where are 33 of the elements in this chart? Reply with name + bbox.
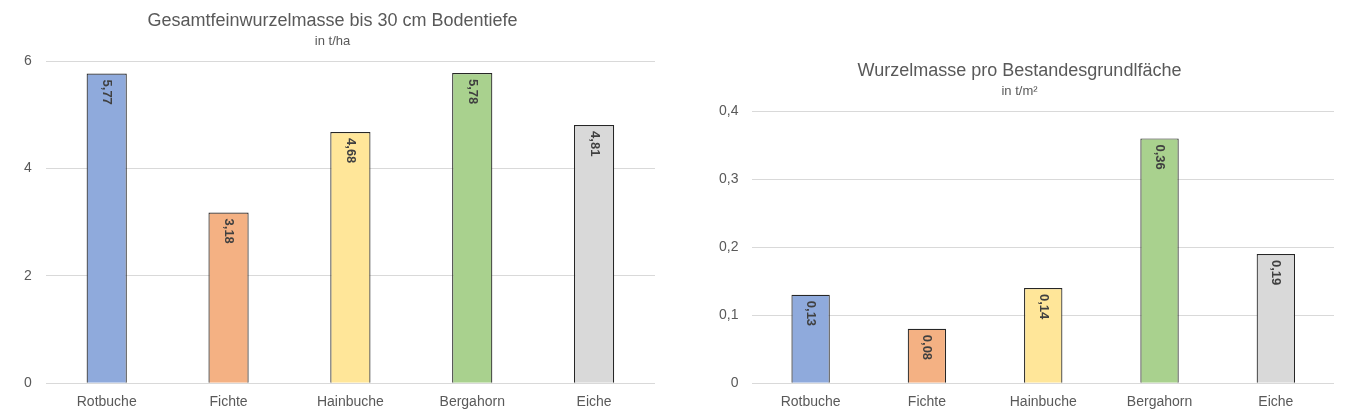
y-tick-label: 4 [23,159,32,176]
x-tick-label: Eiche [576,393,612,410]
x-tick-label: Bergahorn [1126,393,1193,410]
y-tick-label: 0 [23,374,32,391]
x-tick-label: Hainbuche [316,393,385,410]
data-label: 0,19 [1269,260,1285,286]
x-tick-label: Bergahorn [439,393,505,410]
y-tick-label: 0,1 [718,306,739,323]
data-label: 0,36 [1152,144,1168,170]
chart-title: Wurzelmasse pro Bestandesgrundlfäche [857,59,1182,80]
x-tick-label: Rotbuche [76,393,137,410]
y-tick-label: 0,3 [718,170,739,187]
data-label: 0,08 [920,334,936,361]
x-tick-label: Fichte [907,393,947,410]
x-tick-label: Fichte [209,393,248,410]
data-label: 4,68 [343,138,359,164]
x-tick-label: Hainbuche [1009,393,1077,410]
y-tick-label: 0,2 [718,238,739,255]
data-label: 0,14 [1036,294,1052,321]
chart-subtitle: in t/ha [314,32,351,48]
data-label: 5,77 [100,79,116,105]
chart-subtitle: in t/m² [1001,82,1039,98]
chart-title: Gesamtfeinwurzelmasse bis 30 cm Bodentiefe [147,9,518,30]
x-tick-label: Eiche [1258,393,1294,410]
y-tick-label: 0 [730,374,739,391]
y-tick-label: 6 [23,52,32,69]
y-tick-label: 2 [23,266,32,283]
data-label: 5,78 [465,79,481,105]
data-label: 3,18 [221,218,237,244]
y-tick-label: 0,4 [718,102,739,119]
x-tick-label: Rotbuche [780,393,841,410]
data-label: 0,13 [804,300,820,327]
data-label: 4,81 [587,131,603,157]
